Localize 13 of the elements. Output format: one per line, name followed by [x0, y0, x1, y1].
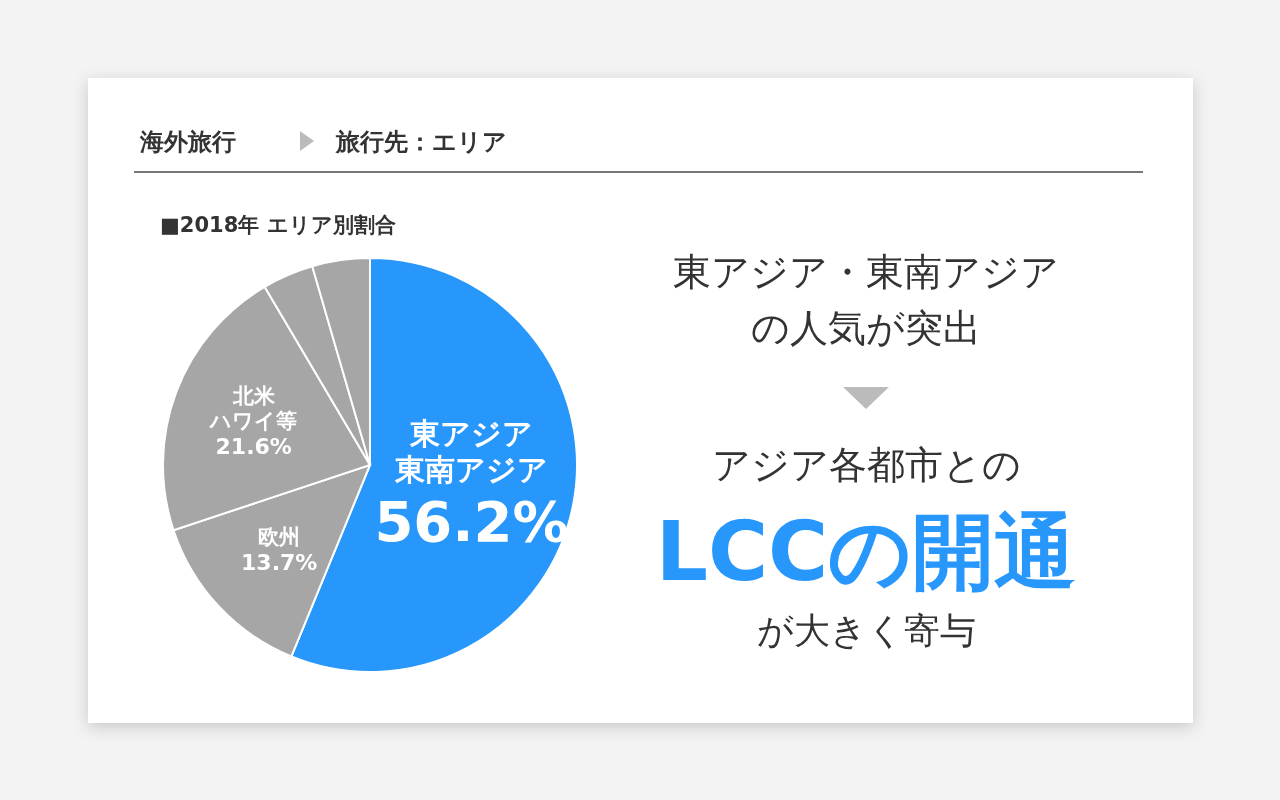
text: 東アジア・東南アジアの人気が突出 — [673, 250, 1059, 350]
text: LCCの開通 — [655, 504, 1077, 599]
chart-subtitle: 旅行先：エリア — [335, 128, 507, 156]
slice-label: 欧州 — [258, 524, 301, 549]
data-label: 21.6% — [215, 434, 292, 460]
text: ■2018年 エリア別割合 — [160, 213, 396, 237]
data-label: 56.2% — [374, 488, 569, 554]
data-label: 13.7% — [241, 550, 318, 576]
text: が大きく寄与 — [756, 610, 976, 651]
chart-title: 海外旅行 — [139, 128, 236, 156]
slice-label: 北米ハワイ等 — [208, 384, 298, 434]
text: アジア各都市との — [711, 443, 1021, 487]
slice-label: 東アジア東南アジア — [394, 415, 549, 487]
